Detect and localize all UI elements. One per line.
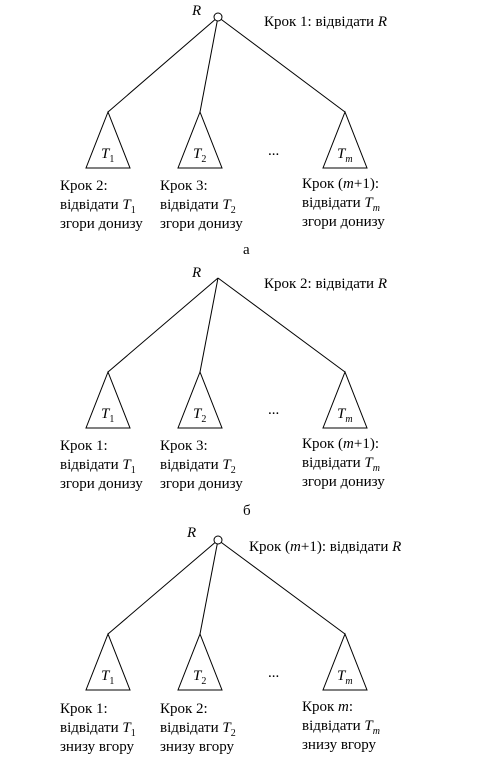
step-tm-line-1: Крок (m+1):: [302, 436, 379, 452]
step-tm-line-1: Крок m:: [302, 699, 353, 715]
step-tm-line-2: відвідати Tm: [302, 195, 380, 214]
ellipsis: ...: [268, 665, 279, 681]
step-t1-line-1: Крок 1:: [60, 438, 108, 454]
panel-c: R Крок (m+1): відвідати R T1 T2 ... Tm К…: [60, 525, 401, 755]
step-t2-line-1: Крок 3:: [160, 178, 208, 194]
root-step-label: Крок (m+1): відвідати R: [249, 539, 401, 555]
panel-b: R Крок 2: відвідати R T1 T2 ... Tm Крок …: [60, 265, 387, 519]
step-t1-line-1: Крок 2:: [60, 178, 108, 194]
root-label: R: [186, 525, 196, 541]
step-t1-line-2: відвідати T1: [60, 720, 136, 739]
step-t1-line-3: згори донизу: [60, 216, 143, 232]
step-t1-line-1: Крок 1:: [60, 701, 108, 717]
step-t2-line-2: відвідати T2: [160, 720, 236, 739]
step-t1-line-3: згори донизу: [60, 476, 143, 492]
panel-caption: б: [243, 503, 251, 519]
root-label: R: [191, 265, 201, 281]
root-label: R: [191, 3, 201, 19]
root-step-label: Крок 2: відвідати R: [264, 276, 387, 292]
ellipsis: ...: [268, 402, 279, 418]
step-tm-line-1: Крок (m+1):: [302, 176, 379, 192]
root-step-label: Крок 1: відвідати R: [264, 14, 387, 30]
step-t1-line-3: знизу вгору: [60, 739, 135, 755]
step-tm-line-2: відвідати Tm: [302, 455, 380, 474]
step-t2-line-2: відвідати T2: [160, 457, 236, 476]
step-tm-line-2: відвідати Tm: [302, 718, 380, 737]
root-node: [214, 536, 222, 544]
step-tm-line-3: згори донизу: [302, 474, 385, 490]
step-t2-line-3: згори донизу: [160, 216, 243, 232]
step-t2-line-2: відвідати T2: [160, 197, 236, 216]
step-tm-line-3: згори донизу: [302, 214, 385, 230]
panel-caption: а: [243, 242, 250, 258]
step-t1-line-2: відвідати T1: [60, 457, 136, 476]
step-t2-line-3: знизу вгору: [160, 739, 235, 755]
step-tm-line-3: знизу вгору: [302, 737, 377, 753]
panel-a: R Крок 1: відвідати R T1 T2 ... Tm Крок …: [60, 3, 387, 258]
step-t2-line-1: Крок 2:: [160, 701, 208, 717]
ellipsis: ...: [268, 143, 279, 159]
root-node: [214, 13, 222, 21]
step-t1-line-2: відвідати T1: [60, 197, 136, 216]
step-t2-line-1: Крок 3:: [160, 438, 208, 454]
step-t2-line-3: згори донизу: [160, 476, 243, 492]
